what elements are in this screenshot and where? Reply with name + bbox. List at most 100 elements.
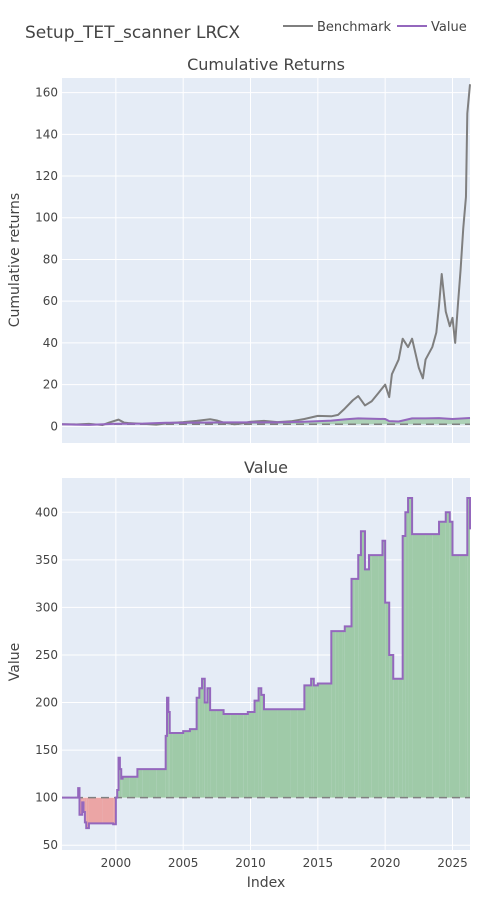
gain-fill-segment xyxy=(254,700,259,798)
gain-fill-segment xyxy=(263,709,278,798)
gain-fill-segment xyxy=(172,732,184,798)
gain-fill-segment xyxy=(405,512,409,798)
gain-fill-segment xyxy=(465,555,468,798)
gain-fill-segment xyxy=(304,685,312,798)
cumulative-returns-ytick-label: 160 xyxy=(35,86,58,100)
cumulative-returns-plot-area xyxy=(62,78,470,443)
loss-fill-segment xyxy=(113,797,116,825)
gain-fill-segment xyxy=(389,654,394,798)
gain-fill-segment xyxy=(358,555,361,798)
gain-fill-segment xyxy=(412,534,426,798)
value-xtick-label: 2015 xyxy=(303,856,334,870)
gain-fill-segment xyxy=(258,688,262,798)
cumulative-returns-ticks: 0 20 40 60 80 100 120 140 160 xyxy=(35,86,58,434)
cumulative-returns-ytick-label: 80 xyxy=(43,252,58,266)
gain-fill-segment xyxy=(122,776,130,798)
gain-fill-segment xyxy=(369,555,372,798)
gain-fill-segment xyxy=(344,626,352,798)
gain-fill-segment xyxy=(250,712,255,798)
value-xtick-label: 2005 xyxy=(168,856,199,870)
gain-fill-segment xyxy=(199,688,203,798)
gain-fill-segment xyxy=(439,521,446,798)
gain-fill-segment xyxy=(449,521,453,798)
gain-fill-segment xyxy=(425,534,433,798)
gain-fill-segment xyxy=(243,713,248,798)
gain-fill-segment xyxy=(317,683,332,798)
gain-fill-segment xyxy=(169,732,173,798)
gain-fill-segment xyxy=(398,678,403,798)
benchmark-series-line xyxy=(61,84,471,427)
value-ytick-label: 350 xyxy=(35,553,58,567)
gain-fill-segment xyxy=(237,713,244,798)
gain-fill-segment xyxy=(261,694,264,798)
gain-fill-segment xyxy=(162,769,166,798)
value-series xyxy=(62,496,471,830)
legend-benchmark-label: Benchmark xyxy=(317,20,392,35)
cumulative-returns-gridlines xyxy=(62,78,470,443)
value-panel: 50 100 150 200 250 300 350 400 2000 2005 2010 2015 2… xyxy=(7,458,471,891)
gain-fill-segment xyxy=(196,697,200,798)
chart-title: Setup_TET_scanner LRCX xyxy=(25,23,240,43)
value-ytick-label: 300 xyxy=(35,600,58,614)
gain-fill-segment xyxy=(338,631,343,798)
gain-fill-segment xyxy=(290,709,298,798)
cumulative-returns-ytick-label: 100 xyxy=(35,211,58,225)
cumulative-returns-ytick-label: 140 xyxy=(35,127,58,141)
value-ytick-label: 50 xyxy=(43,838,58,852)
loss-fill-segment xyxy=(82,797,84,803)
value-xlabel: Index xyxy=(247,875,286,891)
gain-fill-segment xyxy=(402,536,406,798)
legend-item-value[interactable]: Value xyxy=(397,20,467,35)
gain-fill-segment xyxy=(156,769,163,798)
value-xtick-label: 2025 xyxy=(437,856,468,870)
gain-fill-segment xyxy=(168,712,170,798)
value-xtick-label: 2000 xyxy=(101,856,132,870)
loss-fill-segment xyxy=(102,797,114,824)
loss-fill-segment xyxy=(84,797,87,823)
gain-fill-segment xyxy=(452,555,460,798)
value-ytick-label: 200 xyxy=(35,696,58,710)
value-series-line xyxy=(62,496,471,830)
cumulative-returns-ylabel: Cumulative returns xyxy=(7,193,23,327)
gain-fill-segment xyxy=(313,685,318,798)
gain-fill-segment xyxy=(210,710,217,798)
value-panel-title: Value xyxy=(244,458,288,477)
gain-fill-segment xyxy=(204,702,208,798)
legend-value-label: Value xyxy=(431,20,467,35)
gain-fill-segment xyxy=(467,497,470,798)
gain-fill-segment xyxy=(230,713,238,798)
gain-fill-segment xyxy=(371,555,379,798)
gain-fill-segment xyxy=(136,776,138,798)
gain-fill-segment xyxy=(408,497,413,798)
gain-fill-segment xyxy=(445,512,450,798)
gain-fill-segment xyxy=(385,602,390,798)
gain-fill-segment xyxy=(351,578,355,798)
loss-fill-segment xyxy=(79,797,83,815)
cumulative-returns-ytick-label: 0 xyxy=(50,419,58,433)
cumulative-returns-ytick-label: 120 xyxy=(35,169,58,183)
gain-fill-segment xyxy=(137,769,143,798)
legend-item-benchmark[interactable]: Benchmark xyxy=(283,20,392,35)
gain-fill-segment xyxy=(331,631,336,798)
gain-fill-segment xyxy=(354,578,359,798)
gain-fill-segment xyxy=(360,531,365,798)
cumulative-returns-ytick-label: 40 xyxy=(43,336,58,350)
gain-fill-segment xyxy=(142,769,150,798)
cumulative-returns-series xyxy=(61,84,471,427)
cumulative-returns-ytick-label: 60 xyxy=(43,294,58,308)
value-ytick-label: 250 xyxy=(35,648,58,662)
gain-fill-segment xyxy=(382,540,386,798)
gain-fill-segment xyxy=(223,713,231,798)
loss-fill-segment xyxy=(86,797,89,829)
gain-fill-segment xyxy=(393,678,399,798)
loss-fill-segment xyxy=(88,797,103,824)
value-ytick-label: 100 xyxy=(35,791,58,805)
gain-fill-segment xyxy=(189,729,197,798)
gain-fill-segment xyxy=(247,712,251,798)
cumulative-returns-ytick-label: 20 xyxy=(43,378,58,392)
value-series-line xyxy=(61,416,471,426)
gain-fill-segment xyxy=(297,709,305,798)
value-ytick-label: 400 xyxy=(35,505,58,519)
gain-fill-segment xyxy=(119,769,122,798)
